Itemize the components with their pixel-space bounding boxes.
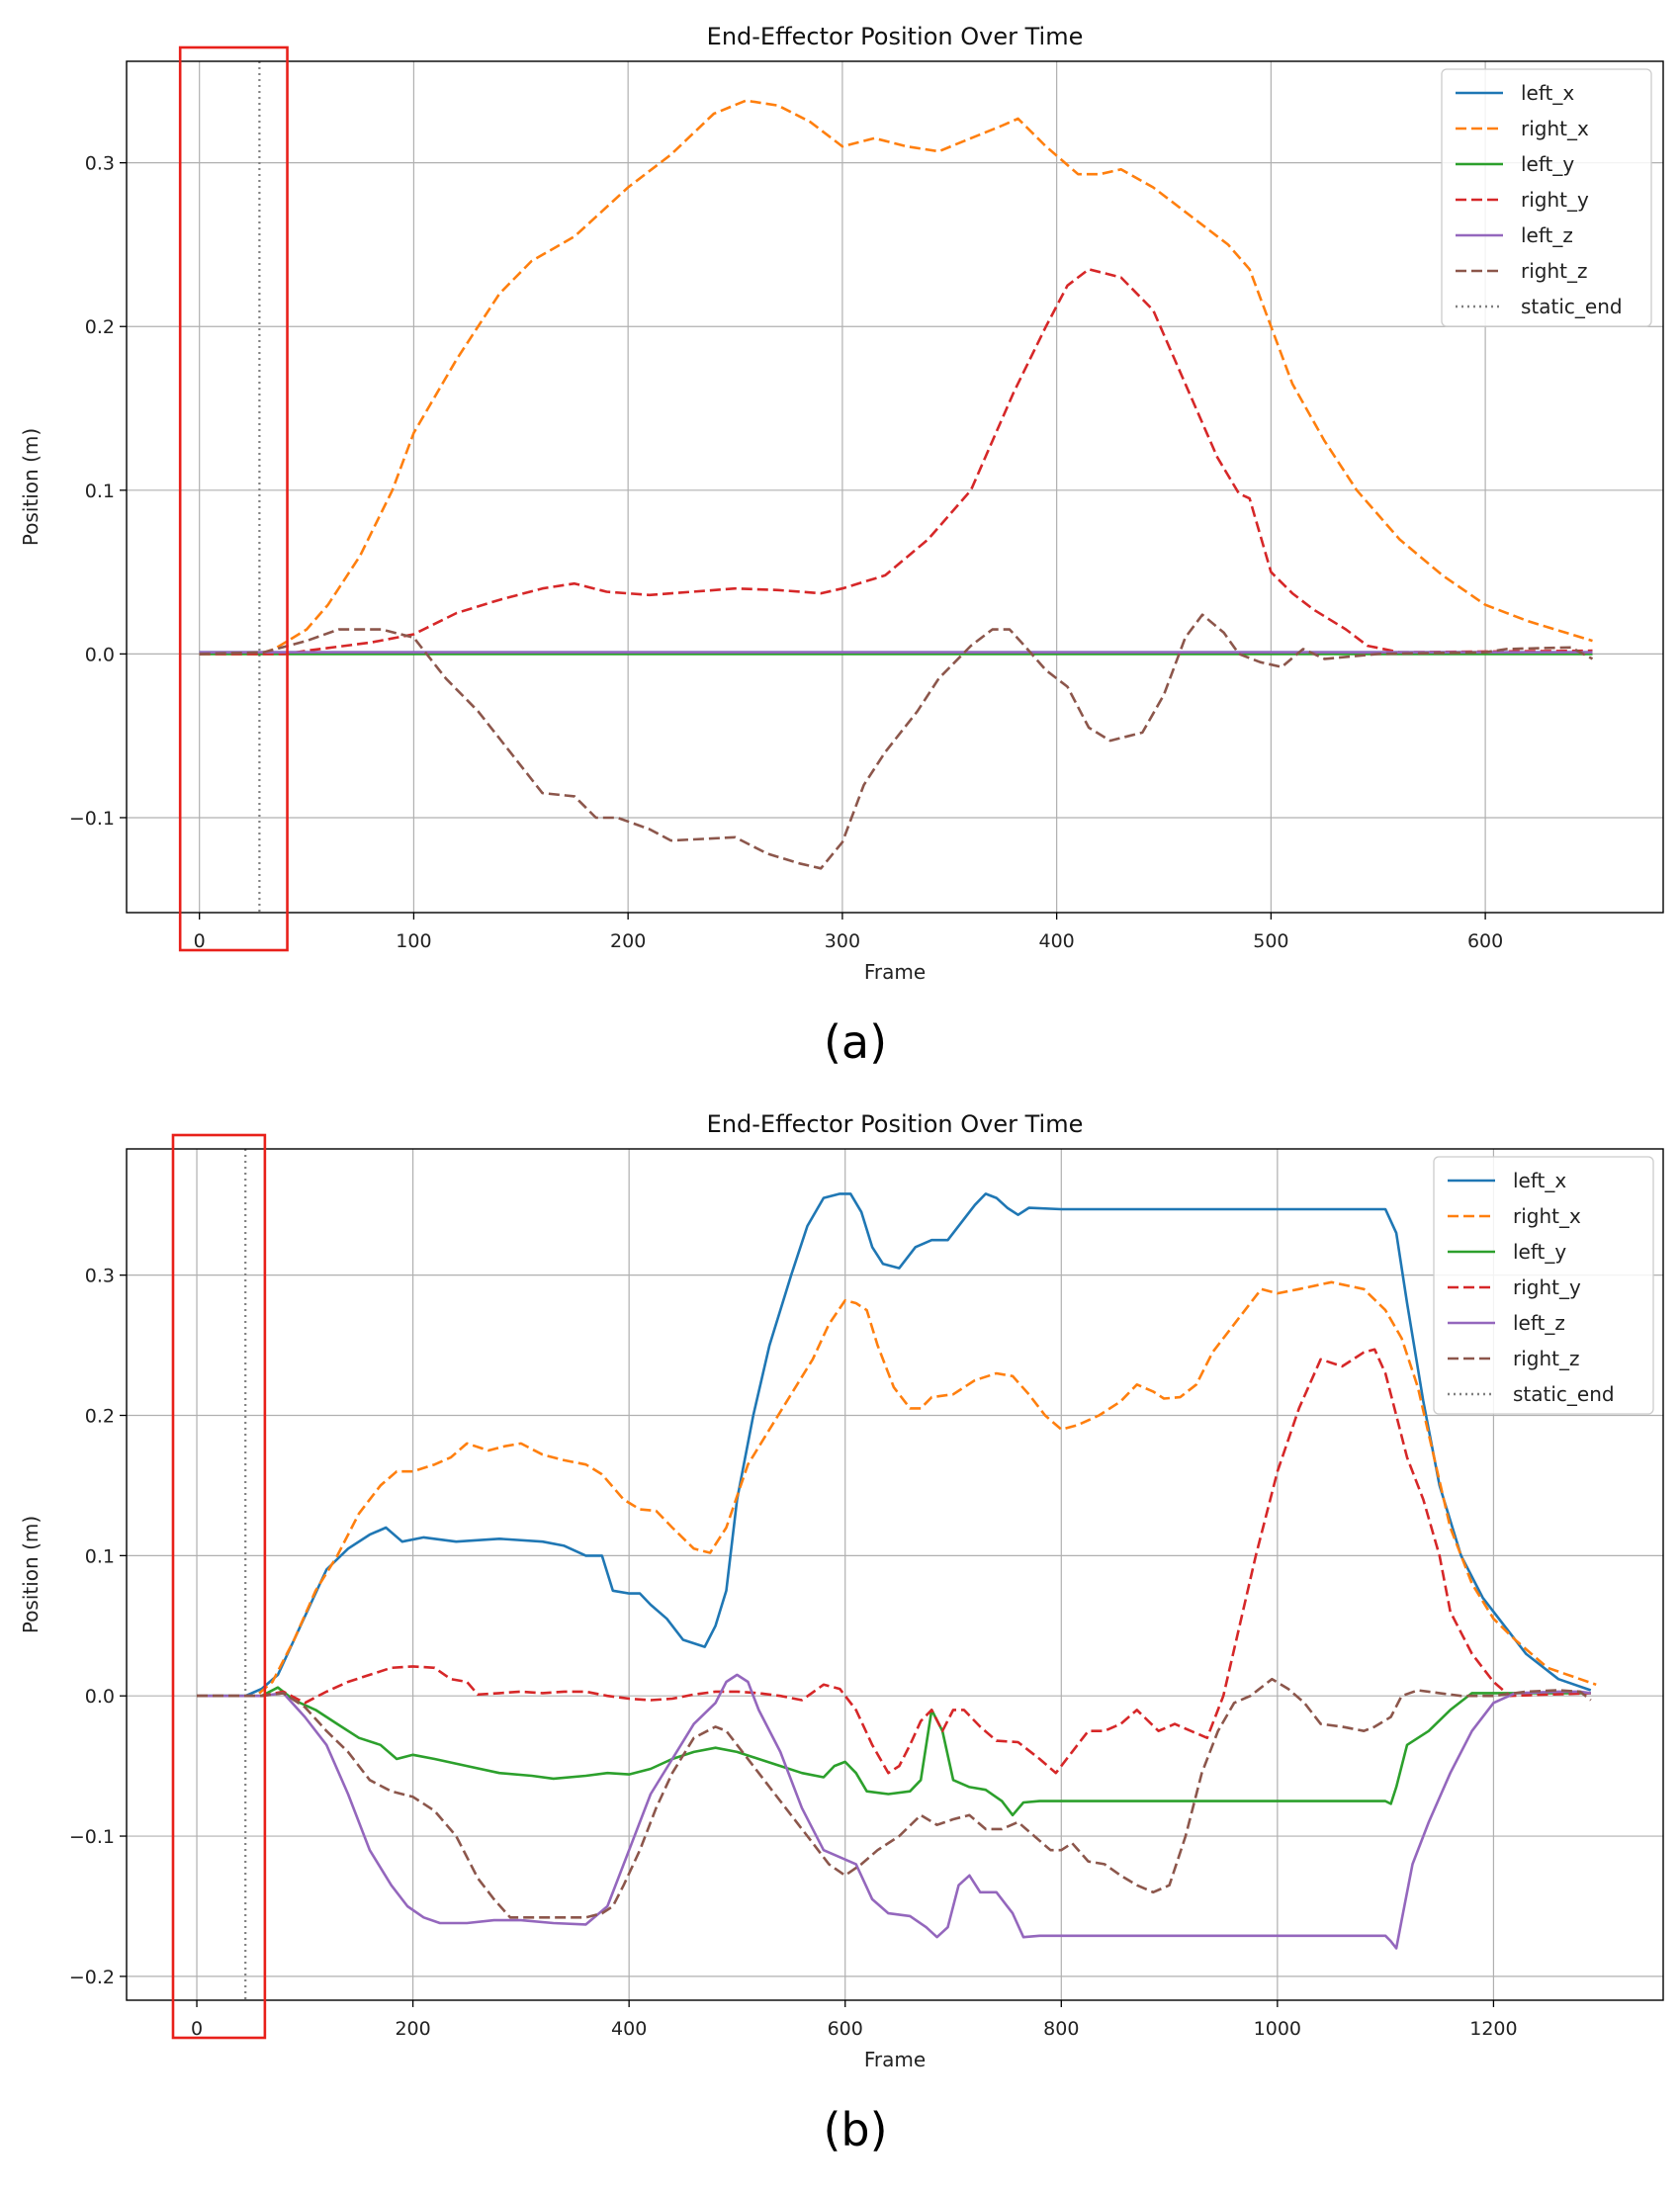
legend-label-right-z: right_z	[1521, 259, 1588, 283]
series-group	[197, 1149, 1597, 2000]
legend-label-left-z: left_z	[1521, 223, 1573, 247]
plot-area	[127, 61, 1663, 913]
legend-box	[1441, 68, 1652, 327]
x-tick-label: 0	[191, 2018, 203, 2040]
legend-label-left-y: left_y	[1513, 1240, 1566, 1264]
plot-area	[127, 1149, 1663, 2000]
legend-label-right-x: right_x	[1521, 117, 1589, 140]
y-tick-label: −0.1	[69, 808, 115, 830]
series-line-left-x	[197, 1192, 1592, 1698]
series-line-right-x	[199, 99, 1593, 656]
series-line-right-y	[197, 1348, 1591, 1775]
axes-frame	[126, 1148, 1664, 2001]
y-tick-label: 0.2	[85, 1406, 115, 1428]
legend-label-right-y: right_y	[1521, 188, 1589, 212]
y-tick-label: 0.2	[85, 316, 115, 338]
figure-caption: (b)	[823, 2103, 887, 2156]
y-tick-label: 0.0	[85, 644, 115, 665]
x-tick-label: 100	[396, 930, 431, 952]
x-tick-label: 200	[395, 2018, 430, 2040]
series-line-right-y	[199, 268, 1593, 656]
x-axis-label: Frame	[864, 2048, 926, 2071]
x-axis-label: Frame	[864, 960, 926, 984]
chart-a: 0 100 200 300 400 500 600 −0.1 0.0 0.1 0.2 0.3 End-E…	[19, 23, 1664, 1069]
legend-label-right-y: right_y	[1513, 1275, 1581, 1299]
legend-label-left-x: left_x	[1521, 81, 1574, 105]
x-tick-label: 0	[194, 930, 206, 952]
series-line-right-z	[199, 613, 1594, 870]
y-tick-label: 0.0	[85, 1686, 115, 1708]
highlight-box	[178, 45, 289, 952]
y-tick-label: 0.3	[85, 1266, 115, 1287]
y-tick-label: 0.1	[85, 1545, 115, 1567]
series-line-right-x	[197, 1280, 1597, 1698]
legend-label-static-end: static_end	[1521, 295, 1623, 318]
y-tick-label: 0.1	[85, 481, 115, 502]
x-tick-label: 500	[1253, 930, 1288, 952]
x-tick-label: 400	[611, 2018, 647, 2040]
figure-caption: (a)	[824, 1015, 887, 1069]
legend-label-left-x: left_x	[1513, 1169, 1566, 1192]
x-tick-label: 300	[825, 930, 860, 952]
x-tick-label: 600	[1467, 930, 1503, 952]
series-line-right-z	[197, 1677, 1592, 1919]
y-axis-label: Position (m)	[19, 428, 43, 546]
legend-label-right-z: right_z	[1513, 1347, 1580, 1370]
chart-b: 0 200 400 600 800 1000 1200 −0.2 −0.1 0.0 0.1 0.2 0.…	[19, 1110, 1664, 2156]
series-line-left-z	[197, 1673, 1591, 1950]
legend-label-left-y: left_y	[1521, 152, 1574, 176]
series-group	[199, 61, 1594, 913]
y-tick-label: 0.3	[85, 153, 115, 175]
x-tick-label: 600	[828, 2018, 863, 2040]
legend-box	[1433, 1156, 1654, 1415]
y-axis-label: Position (m)	[19, 1516, 43, 1633]
x-tick-label: 800	[1043, 2018, 1079, 2040]
x-tick-label: 1000	[1254, 2018, 1301, 2040]
chart-title: End-Effector Position Over Time	[707, 1110, 1084, 1138]
chart-title: End-Effector Position Over Time	[707, 23, 1084, 50]
x-tick-label: 400	[1039, 930, 1075, 952]
legend-label-left-z: left_z	[1513, 1311, 1565, 1335]
y-tick-label: −0.1	[69, 1826, 115, 1848]
y-tick-label: −0.2	[69, 1967, 115, 1988]
x-tick-label: 1200	[1469, 2018, 1517, 2040]
series-line-left-y	[197, 1686, 1591, 1817]
highlight-box	[171, 1133, 267, 2040]
legend-label-static-end: static_end	[1513, 1382, 1615, 1406]
legend-label-right-x: right_x	[1513, 1204, 1581, 1228]
x-tick-label: 200	[610, 930, 646, 952]
axes-frame	[126, 60, 1664, 914]
